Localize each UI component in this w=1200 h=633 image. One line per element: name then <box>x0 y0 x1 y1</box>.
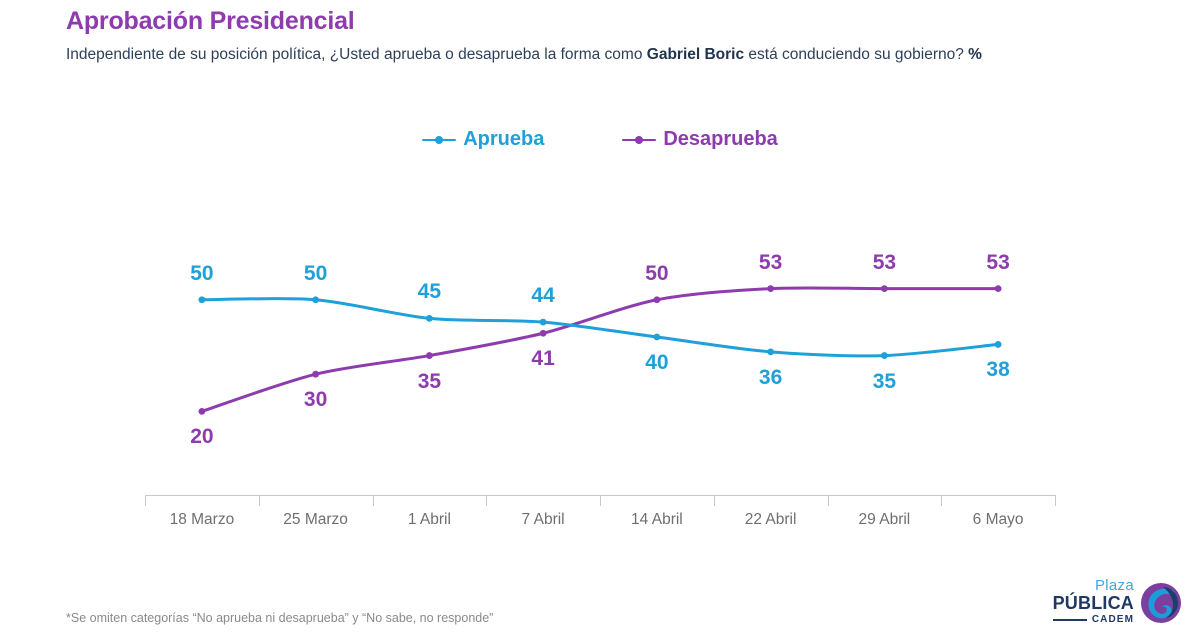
data-point-marker[interactable] <box>198 296 206 304</box>
data-label-desaprueba: 53 <box>986 250 1010 274</box>
logo-cadem-text: CADEM <box>1091 614 1134 625</box>
logo-cadem-row: CADEM <box>1052 614 1134 625</box>
subtitle-text-lead: Independiente de su posición política, ¿… <box>66 46 647 63</box>
x-axis-label: 29 Abril <box>858 511 911 528</box>
data-label-desaprueba: 30 <box>303 388 328 412</box>
legend-label-desaprueba: Desaprueba <box>663 128 778 150</box>
x-axis: 18 Marzo 25 Marzo 1 Abril 7 Abril 14 Abril 22… <box>145 495 1056 541</box>
line-series-aprueba <box>200 297 1000 358</box>
x-axis-tick <box>713 495 715 506</box>
legend-label-aprueba: Aprueba <box>463 128 545 150</box>
data-point-marker[interactable] <box>425 352 433 359</box>
footnote: *Se omiten categorías “No aprueba ni des… <box>66 611 494 625</box>
x-axis-tick <box>827 495 829 506</box>
data-point-marker[interactable] <box>653 296 661 304</box>
x-axis-label: 25 Marzo <box>283 511 348 528</box>
data-point-marker[interactable] <box>653 333 661 341</box>
line-series-desaprueba <box>200 286 1000 413</box>
data-label-aprueba: 35 <box>872 369 897 393</box>
x-axis-label: 7 Abril <box>521 511 565 528</box>
data-label-aprueba: 36 <box>758 365 783 389</box>
logo-publica-text: PÚBLICA <box>1052 593 1134 613</box>
data-point-marker[interactable] <box>312 296 320 304</box>
data-point-marker[interactable] <box>425 314 433 322</box>
x-axis-label: 14 Abril <box>631 511 683 528</box>
data-point-marker[interactable] <box>312 370 320 378</box>
logo-wordmark: Plaza PÚBLICA CADEM <box>1053 578 1134 625</box>
data-point-marker[interactable] <box>994 341 1002 348</box>
data-point-marker[interactable] <box>880 285 888 292</box>
data-point-marker[interactable] <box>767 348 775 356</box>
data-label-desaprueba: 53 <box>872 250 897 274</box>
data-point-marker[interactable] <box>880 352 888 359</box>
logo-divider <box>1052 618 1087 621</box>
x-axis-tick <box>145 495 146 506</box>
x-axis-label: 6 Mayo <box>972 511 1024 528</box>
data-label-desaprueba: 41 <box>531 347 555 371</box>
chart-subtitle: Independiente de su posición política, ¿… <box>66 44 1126 65</box>
page-title: Aprobación Presidencial <box>66 7 355 35</box>
x-axis-label: 1 Abril <box>407 511 451 528</box>
legend-line-marker-icon <box>622 134 657 146</box>
data-label-aprueba: 40 <box>645 351 669 374</box>
brand-logo: Plaza PÚBLICA CADEM <box>1030 578 1182 626</box>
data-label-aprueba: 50 <box>190 261 214 285</box>
data-point-marker[interactable] <box>994 285 1002 292</box>
data-label-aprueba: 50 <box>303 261 328 285</box>
logo-plaza-text: Plaza <box>1094 577 1134 594</box>
subtitle-highlight-name: Gabriel Boric <box>646 46 745 63</box>
data-label-aprueba: 45 <box>417 280 442 304</box>
x-axis-tick <box>486 495 488 506</box>
data-label-desaprueba: 20 <box>190 425 214 449</box>
legend-item-aprueba[interactable]: Aprueba <box>422 128 544 151</box>
data-label-aprueba: 38 <box>986 358 1010 382</box>
x-axis-label: 22 Abril <box>744 511 797 528</box>
data-label-desaprueba: 53 <box>758 250 783 274</box>
data-label-desaprueba: 35 <box>417 369 442 393</box>
chart-legend: Aprueba Desaprueba <box>0 128 1200 151</box>
markers-series-aprueba <box>198 296 1002 359</box>
legend-item-desaprueba[interactable]: Desaprueba <box>622 128 778 151</box>
x-axis-label: 18 Marzo <box>169 511 235 528</box>
header: Aprobación Presidencial Independiente de… <box>66 6 1136 65</box>
data-point-marker[interactable] <box>539 329 547 337</box>
data-point-marker[interactable] <box>767 285 775 292</box>
x-axis-tick <box>258 495 260 506</box>
x-axis-tick <box>372 495 374 506</box>
markers-series-desaprueba <box>198 285 1002 415</box>
x-axis-tick <box>1055 495 1056 506</box>
subtitle-text-tail: está conduciendo su gobierno? <box>744 46 969 63</box>
logo-swirl-icon <box>1141 583 1181 623</box>
legend-line-marker-icon <box>422 134 457 146</box>
subtitle-percent-symbol: % <box>968 46 982 63</box>
data-point-marker[interactable] <box>198 408 206 415</box>
data-label-desaprueba: 50 <box>645 261 669 285</box>
x-axis-tick <box>941 495 943 506</box>
data-point-marker[interactable] <box>539 318 547 326</box>
x-axis-tick <box>600 495 601 506</box>
data-label-aprueba: 44 <box>531 284 555 308</box>
